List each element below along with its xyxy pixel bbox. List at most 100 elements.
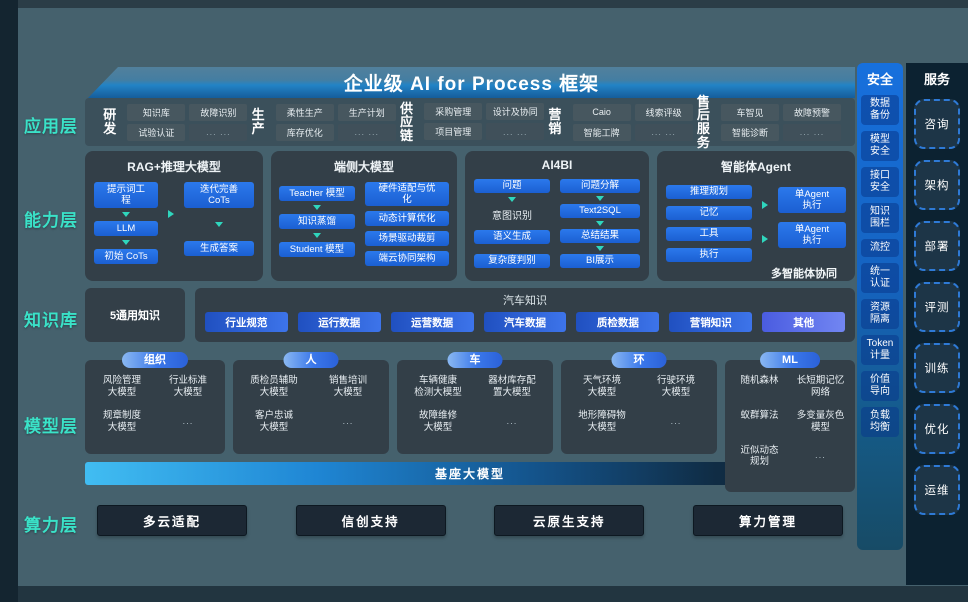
security-item: 价值 导向 [861,371,899,401]
model-item: 销售培训 大模型 [328,375,367,398]
rag-flow: 提示词工 程 LLM 初始 CoTs 迭代完善 CoTs 生成答案 [93,182,255,264]
foundation-model-bar: 基座大模型 [85,462,855,485]
model-item: 近似动态 规划 [740,444,779,468]
app-chip-more: ... ... [337,123,396,141]
model-item-more: ... [506,415,518,427]
model-item: 客户忠诚 大模型 [254,409,293,433]
flow-node: 复杂度判别 [474,254,550,268]
security-header: 安全 [866,72,893,87]
page-title: 企业级 AI for Process 框架 [343,74,600,95]
flow-node: 动态计算优化 [365,211,449,226]
flow-node: Text2SQL [560,204,640,218]
app-chip: 线索评级 [634,103,693,121]
app-chip: 智能诊断 [721,123,780,141]
model-group-people: 人 质检员辅助 大模型 销售培训 大模型 客户忠诚 大模型 ... [233,352,389,454]
arrow-down-icon [313,233,321,238]
model-item: 天气环境 大模型 [582,375,621,398]
flow-node: 提示词工 程 [94,182,158,208]
app-group-label: 营销 [548,107,562,136]
model-group-tag: 人 [283,352,339,368]
app-group-items: 采购管理 设计及协同 项目管理 ... ... [424,103,545,141]
model-item: 行业标准 大模型 [168,375,207,398]
ai4bi-flow-right: 问题分解 Text2SQL 总结结果 BI展示 [560,179,640,268]
compute-layer-row: 多云适配 信创支持 云原生支持 算力管理 [85,505,855,536]
service-item: 咨询 [914,99,960,149]
flow-node: 场景驱动裁剪 [365,231,449,246]
app-chip: 采购管理 [424,103,483,121]
knowledge-auto-title: 汽车知识 [503,295,547,307]
agent-connectors [762,182,768,256]
arrow-down-icon [313,205,321,210]
flow-node: 推理规划 [666,185,752,199]
model-item: 行驶环境 大模型 [656,375,695,398]
edge-flow: Teacher 模型 知识蒸馏 Student 模型 硬件适配与优 化 动态计算… [279,182,449,266]
app-group-production: 生产 柔性生产 生产计划 库存优化 ... ... [247,103,396,141]
security-panel: 安全 数据 备份 模型 安全 接口 安全 知识 围栏 流控 统一 认证 资源 隔… [857,63,903,550]
app-chip: 车智见 [721,103,780,121]
app-chip: 库存优化 [275,123,334,141]
model-group-items: 风险管理 大模型 行业标准 大模型 规章制度 大模型 ... [85,360,225,440]
model-item: 质检员辅助 大模型 [250,375,298,398]
model-group-environment: 环 天气环境 大模型 行驶环境 大模型 地形障碍物 大模型 ... [561,352,717,454]
service-item: 评测 [914,282,960,332]
app-group-items: 知识库 故障识别 试验认证 ... ... [127,103,248,141]
service-item: 部署 [914,221,960,271]
flow-node: 工具 [666,227,752,241]
app-chip-more: ... ... [783,123,842,141]
flow-node: 问题 [474,179,550,193]
ai4bi-flow-left: 问题 意图识别 语义生成 复杂度判别 [474,179,550,268]
layer-label-application: 应用层 [24,117,78,136]
flow-node: 记忆 [666,206,752,220]
card-title: 智能体Agent [721,160,791,174]
app-group-rd: 研发 知识库 故障识别 试验认证 ... ... [99,103,248,141]
app-chip: 设计及协同 [486,103,545,121]
app-group-items: Caio 线索评级 智能工牌 ... ... [572,103,693,141]
flow-node: 迭代完善 CoTs [184,182,254,208]
flow-node: 初始 CoTs [94,249,158,264]
arrow-down-icon [122,212,130,217]
flow-node: 单Agent 执行 [778,187,846,213]
security-item: 负载 均衡 [861,407,899,437]
capability-card-ai4bi: AI4BI 问题 意图识别 语义生成 复杂度判别 问题分解 Text2SQL 总… [465,151,649,281]
model-group-vehicle: 车 车辆健康 检测大模型 器材库存配 置大模型 故障维修 大模型 ... [397,352,553,454]
arrow-down-icon [508,197,516,202]
agent-flow: 推理规划 记忆 工具 执行 单Agent 执行 单Agent 执行 [665,182,847,262]
knowledge-pill: 行业规范 [205,312,288,332]
knowledge-pill: 质检数据 [576,312,660,332]
card-title: RAG+推理大模型 [127,160,221,174]
security-item: 接口 安全 [861,167,899,197]
model-item: 随机森林 [740,375,779,386]
app-chip: 智能工牌 [572,123,631,141]
app-chip: 柔性生产 [275,103,334,121]
edge-list: 硬件适配与优 化 动态计算优化 场景驱动裁剪 端云协同架构 [365,182,449,266]
app-chip: 试验认证 [127,123,186,141]
app-chip-more: ... ... [189,123,248,141]
flow-node: LLM [94,221,158,236]
app-group-items: 柔性生产 生产计划 库存优化 ... ... [275,103,396,141]
service-item: 优化 [914,404,960,454]
model-group-items: 车辆健康 检测大模型 器材库存配 置大模型 故障维修 大模型 ... [397,360,553,440]
knowledge-auto-card: 汽车知识 行业规范 运行数据 运营数据 汽车数据 质检数据 营销知识 其他 [195,288,855,342]
layer-label-compute: 算力层 [24,516,78,535]
model-item: 蚁群算法 [740,409,779,421]
arrow-right-icon [762,235,768,243]
app-group-label: 供应 链 [400,100,414,143]
model-item-more: ... [815,450,826,462]
arrow-right-icon [762,201,768,209]
app-chip: 故障预警 [783,103,842,121]
model-layer-row: 组织 风险管理 大模型 行业标准 大模型 规章制度 大模型 ... 人 质检员辅… [85,352,855,494]
flow-node: 总结结果 [560,229,640,243]
app-chip: 生产计划 [337,103,396,121]
model-item: 多变量灰色 模型 [796,409,845,433]
security-item: 模型 安全 [861,131,899,161]
compute-box: 多云适配 [97,505,247,536]
top-band [0,0,968,8]
knowledge-pill: 运行数据 [297,312,381,332]
rag-connector [168,182,174,264]
compute-box: 信创支持 [295,505,446,536]
model-group-items: 随机森林 长短期记忆 网络 蚁群算法 多变量灰色 模型 近似动态 规划 ... [725,360,855,474]
flow-node: 执行 [666,248,752,262]
model-item-more: ... [670,415,682,427]
app-group-supply-chain: 供应 链 采购管理 设计及协同 项目管理 ... ... [396,100,545,143]
flow-node: BI展示 [560,254,640,268]
